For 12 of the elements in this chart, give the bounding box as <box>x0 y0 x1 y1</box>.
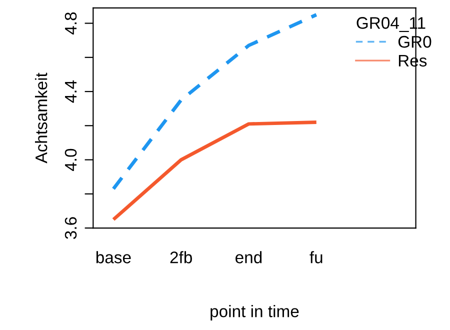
line-series <box>112 120 318 222</box>
y-tick-label: 4.4 <box>65 80 76 103</box>
x-axis-title: point in time <box>210 305 299 321</box>
y-tick-label: 4.8 <box>64 12 77 34</box>
y-tick-label: 4.0 <box>64 148 77 171</box>
x-tick-label: fu <box>310 251 322 264</box>
y-tick-label: 3.6 <box>64 217 77 239</box>
line-series <box>112 13 318 191</box>
x-tick-label: end <box>236 251 262 264</box>
x-tick-label: 2fb <box>170 251 192 264</box>
x-tick-label: base <box>96 251 131 264</box>
y-axis-title: Achtsamkeit <box>34 72 48 164</box>
